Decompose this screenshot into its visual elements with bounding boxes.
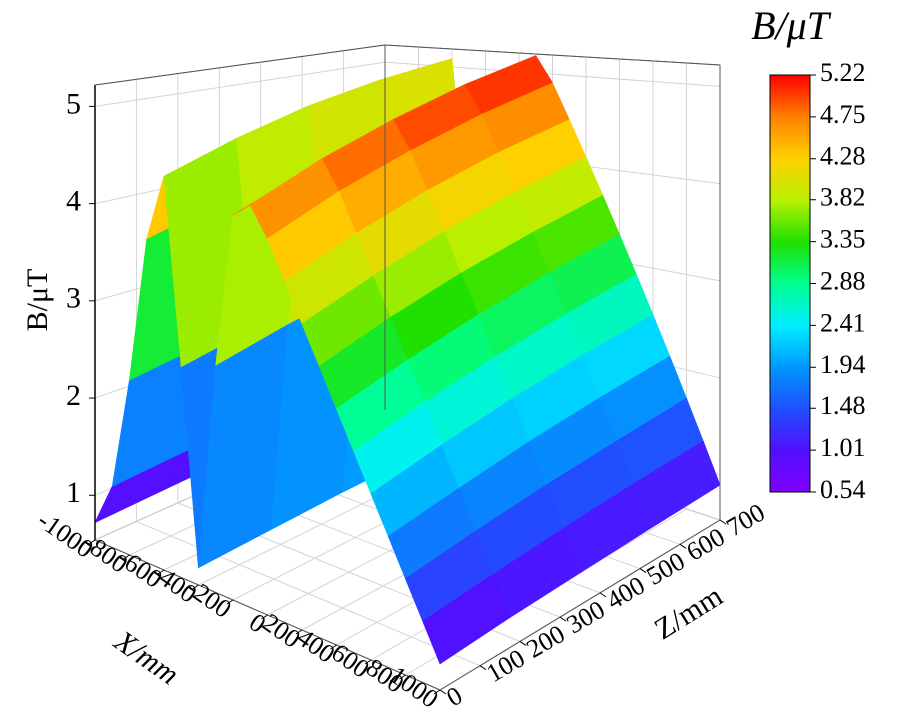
colorbar-tick-label: 4.75	[820, 100, 866, 129]
x-tick	[364, 659, 372, 665]
box-edge	[94, 44, 386, 86]
z-tick-label: 700	[721, 498, 769, 543]
colorbar	[769, 74, 811, 493]
z-axis-label: Z/mm	[649, 579, 729, 646]
z-tick	[479, 665, 487, 671]
z-tick	[639, 568, 647, 573]
y-axis-label: B/μT	[21, 269, 54, 332]
colorbar-tick-label: 1.48	[820, 391, 866, 420]
y-tick-label: 1	[66, 476, 81, 509]
x-tick	[123, 554, 130, 560]
z-tick-label: 0	[441, 681, 467, 713]
y-tick-label: 4	[66, 185, 81, 218]
colorbar-tick-label: 2.88	[820, 266, 866, 295]
z-tick	[439, 689, 447, 695]
x-tick	[226, 599, 234, 605]
x-tick	[433, 689, 441, 695]
z-tick	[719, 519, 727, 525]
x-tick	[261, 614, 268, 620]
x-tick	[295, 629, 303, 635]
grid-line	[94, 61, 386, 107]
x-axis-label: X/mm	[108, 624, 185, 692]
z-tick	[559, 616, 567, 622]
y-tick-label: 5	[66, 87, 81, 120]
colorbar-title: B/μT	[751, 3, 832, 48]
surface-cell	[422, 573, 511, 665]
colorbar-tick-label: 1.94	[820, 350, 866, 379]
colorbar-tick-label: 3.35	[820, 225, 866, 254]
grid-line	[136, 520, 481, 667]
colorbar-tick-label: 5.22	[820, 58, 866, 87]
z-tick	[679, 543, 687, 549]
colorbar-tick-label: 2.41	[820, 308, 866, 337]
y-tick-label: 3	[66, 282, 81, 315]
colorbar-tick-label: 1.01	[820, 433, 866, 462]
x-tick	[192, 584, 199, 590]
y-tick-label: 2	[66, 379, 81, 412]
colorbar-tick-label: 4.28	[820, 142, 866, 171]
x-tick	[330, 644, 337, 650]
z-tick	[599, 592, 607, 598]
x-tick	[88, 539, 96, 545]
box-edge	[439, 519, 721, 691]
z-tick	[519, 641, 527, 646]
box-edge	[384, 44, 721, 66]
colorbar-tick-label: 0.54	[820, 475, 866, 504]
colorbar-tick-label: 3.82	[820, 183, 866, 212]
x-tick	[157, 569, 165, 575]
x-tick	[399, 674, 406, 680]
